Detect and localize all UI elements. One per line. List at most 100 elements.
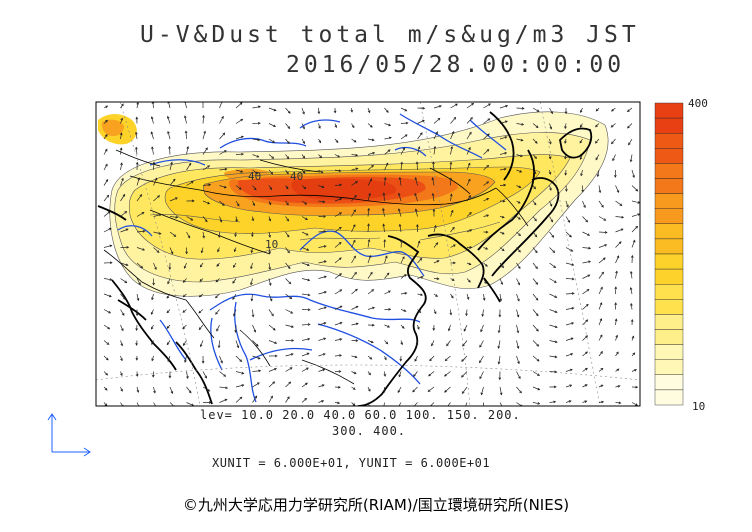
wind-vector-head (387, 149, 391, 152)
wind-vector-head (517, 200, 521, 204)
wind-vector (384, 371, 386, 377)
wind-vector (582, 368, 588, 372)
colorbar-swatch (654, 268, 684, 285)
wind-vector (483, 278, 487, 284)
wind-vector-head (468, 279, 471, 283)
wind-vector-head (598, 190, 602, 194)
wind-vector-head (535, 297, 539, 301)
wind-vector-head (318, 126, 321, 129)
wind-vector-head (233, 265, 236, 268)
wind-vector (414, 355, 418, 362)
wind-vector (318, 369, 325, 372)
wind-vector-head (291, 325, 294, 328)
wind-vector-head (339, 338, 343, 341)
wind-vector (450, 103, 458, 109)
wind-vector-head (307, 308, 311, 312)
wind-vector-head (388, 136, 392, 140)
grid-lines (96, 102, 640, 406)
wind-vector (334, 169, 341, 172)
wind-vector (383, 402, 385, 406)
wind-vector (334, 154, 340, 158)
wind-vector-head (338, 370, 342, 373)
wind-vector-head (497, 330, 501, 334)
wind-vector-head (323, 260, 327, 263)
wind-vector (415, 209, 418, 217)
wind-vector (120, 147, 122, 155)
wind-vector (432, 193, 435, 202)
wind-vector-head (518, 233, 521, 237)
wind-vector-head (595, 124, 598, 128)
wind-vector-head (285, 186, 289, 190)
wind-vector-head (585, 319, 589, 323)
wind-vector (351, 255, 356, 264)
wind-vector-head (466, 297, 470, 300)
wind-vector (201, 247, 204, 253)
wind-vector-head (417, 240, 421, 244)
wind-vector-head (135, 116, 139, 120)
wind-vector-head (372, 151, 376, 155)
wind-vector-head (554, 370, 558, 374)
wind-vector (186, 216, 193, 221)
wind-vector-head (462, 343, 465, 347)
wind-vector-head (502, 199, 506, 203)
wind-vector-head (290, 353, 294, 356)
wind-vector-head (238, 187, 242, 190)
wind-vector-head (268, 234, 272, 238)
wind-vector (416, 340, 418, 346)
wind-vector-head (412, 389, 415, 393)
colorbar-swatch (654, 374, 684, 391)
wind-vector-head (403, 274, 407, 277)
wind-vector-head (564, 140, 567, 144)
wind-vector (400, 240, 403, 248)
wind-vector-head (404, 291, 408, 295)
wind-vector (153, 402, 157, 406)
wind-vector-head (223, 185, 227, 189)
wind-vector-head (286, 171, 289, 175)
wind-vector-head (626, 109, 630, 112)
wind-vector-head (172, 178, 176, 182)
wind-vector-head (501, 265, 504, 269)
wind-vector-head (106, 194, 110, 198)
wind-vector (318, 154, 322, 158)
wind-vector (285, 200, 289, 206)
wind-vector (565, 337, 574, 341)
wind-vector (235, 200, 240, 207)
wind-vector (433, 242, 439, 248)
wind-vector-head (106, 342, 110, 345)
wind-vector (549, 185, 552, 191)
wind-vector-head (554, 310, 558, 313)
wind-vector (169, 179, 176, 186)
wind-vector (169, 231, 176, 237)
wind-vector-head (635, 188, 639, 192)
wind-vector (219, 185, 227, 188)
wind-vector-head (135, 357, 139, 361)
wind-vector-head (187, 235, 191, 239)
wind-vector (398, 371, 402, 377)
wind-vector-head (451, 278, 455, 281)
wind-vector-head (150, 312, 154, 315)
wind-vector (428, 386, 435, 392)
wind-vector (481, 386, 484, 395)
wind-vector (598, 216, 606, 221)
wind-vector-head (372, 306, 375, 310)
wind-vector-head (595, 157, 599, 161)
wind-vector (334, 322, 342, 326)
wind-vector (351, 240, 356, 248)
wind-vector-head (199, 344, 203, 348)
wind-vector (184, 355, 187, 363)
wind-vector-head (286, 202, 289, 206)
wind-vector-head (585, 303, 589, 307)
colorbar-swatch (654, 238, 684, 255)
wind-vector (252, 355, 261, 360)
wind-vector (417, 119, 425, 124)
wind-vector (532, 200, 537, 206)
wind-vector-head (272, 381, 276, 385)
wind-vector (499, 231, 505, 235)
wind-vector-head (151, 326, 154, 330)
wind-vector (565, 200, 569, 208)
wind-vector (466, 309, 468, 316)
wind-vector-head (517, 361, 520, 365)
wind-vector-head (588, 246, 592, 250)
wind-vector (598, 318, 602, 326)
wind-vector (219, 386, 228, 389)
